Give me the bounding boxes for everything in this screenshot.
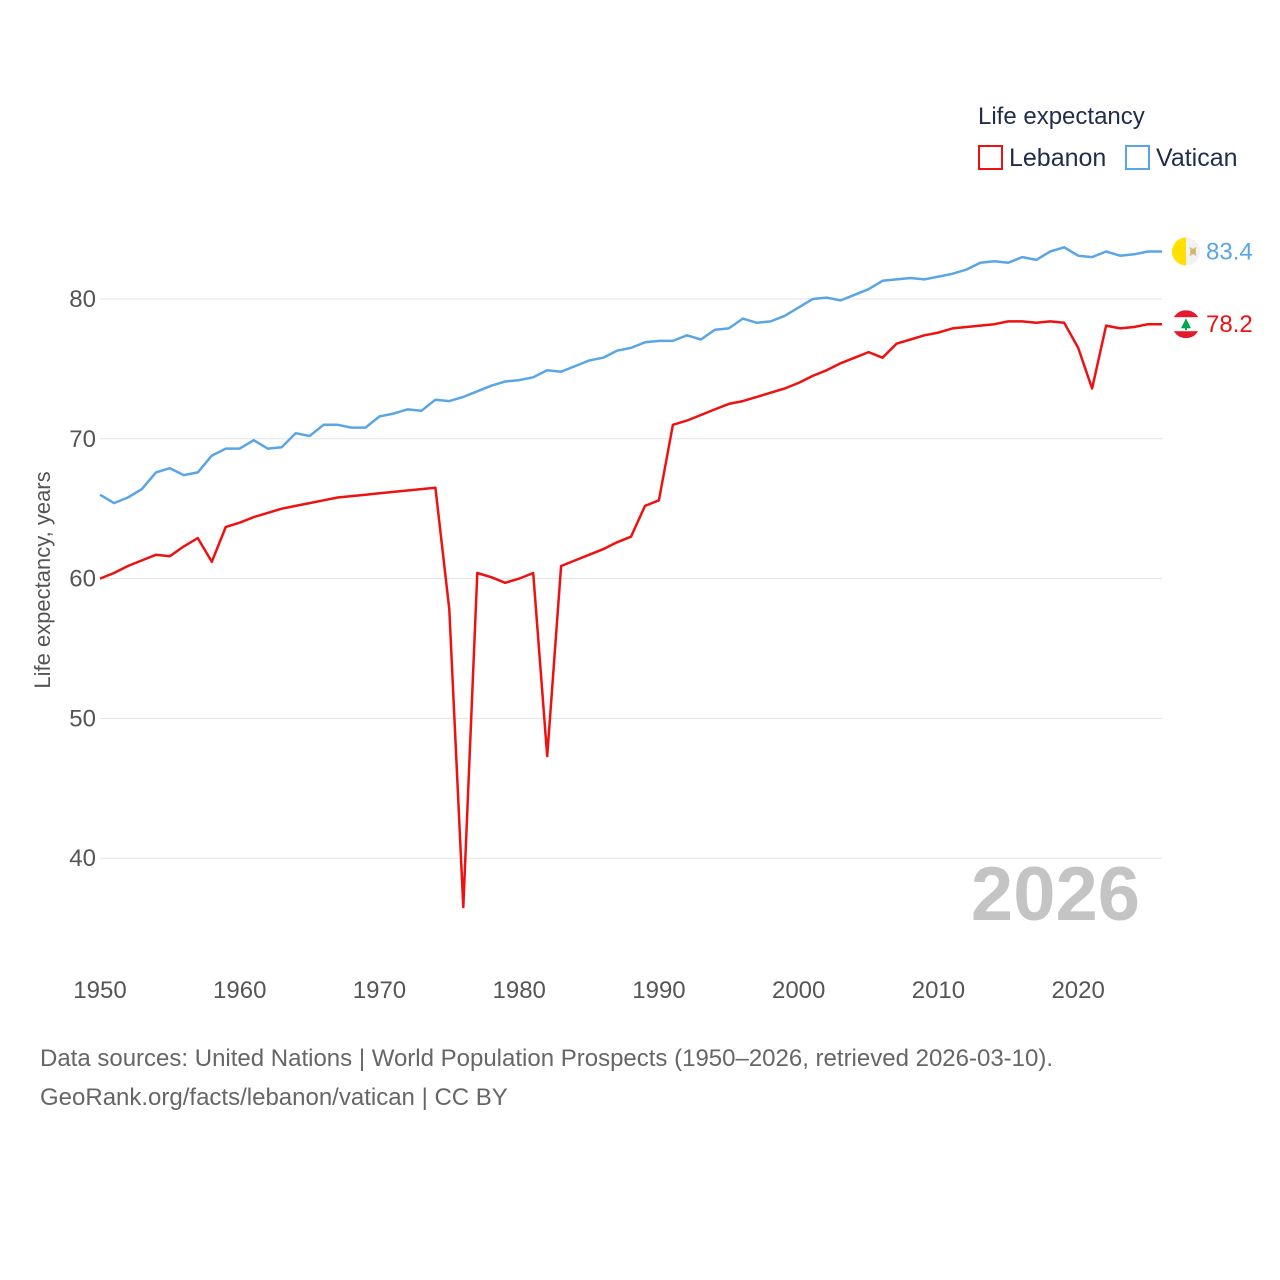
y-axis-title: Life expectancy, years xyxy=(30,471,55,688)
x-tick-label: 1970 xyxy=(353,977,406,1004)
series-line-lebanon xyxy=(99,320,1162,909)
series-line-vatican xyxy=(99,246,1162,505)
x-tick-label: 1950 xyxy=(73,977,126,1004)
x-tick-label: 1990 xyxy=(632,977,685,1004)
footer-credit: GeoRank.org/facts/lebanon/vatican | CC B… xyxy=(40,1084,508,1111)
legend-label-vatican: Vatican xyxy=(1156,144,1238,172)
legend-swatch-lebanon xyxy=(978,145,1003,170)
x-tick-label: 2000 xyxy=(772,977,825,1004)
x-axis: 1950 1960 1970 1980 1990 2000 2010 2020 xyxy=(73,977,1105,1004)
grid xyxy=(100,298,1162,859)
y-tick-label: 70 xyxy=(69,426,96,453)
y-tick-label: 40 xyxy=(69,845,96,872)
x-tick-label: 1960 xyxy=(213,977,266,1004)
x-tick-label: 2010 xyxy=(912,977,965,1004)
footer-sources: Data sources: United Nations | World Pop… xyxy=(40,1045,1054,1072)
legend-swatch-vatican xyxy=(1125,145,1150,170)
y-tick-label: 60 xyxy=(69,566,96,593)
y-tick-label: 80 xyxy=(69,286,96,313)
x-tick-label: 2020 xyxy=(1051,977,1104,1004)
x-tick-label: 1980 xyxy=(493,977,546,1004)
legend-item-vatican[interactable]: Vatican xyxy=(1125,144,1238,172)
y-tick-label: 50 xyxy=(69,705,96,732)
year-watermark: 2026 xyxy=(971,852,1140,937)
series xyxy=(99,246,1162,909)
end-label-lebanon: 78.2 xyxy=(1206,311,1253,338)
legend-label-lebanon: Lebanon xyxy=(1009,144,1106,172)
legend: Life expectancy Lebanon Vatican xyxy=(978,103,1238,172)
legend-item-lebanon[interactable]: Lebanon xyxy=(978,144,1106,172)
end-label-vatican: 83.4 xyxy=(1206,239,1253,266)
y-axis: 40 50 60 70 80 xyxy=(69,286,96,872)
lebanon-flag-icon xyxy=(1172,310,1200,339)
legend-title: Life expectancy xyxy=(978,103,1145,130)
vatican-flag-icon xyxy=(1172,237,1200,266)
